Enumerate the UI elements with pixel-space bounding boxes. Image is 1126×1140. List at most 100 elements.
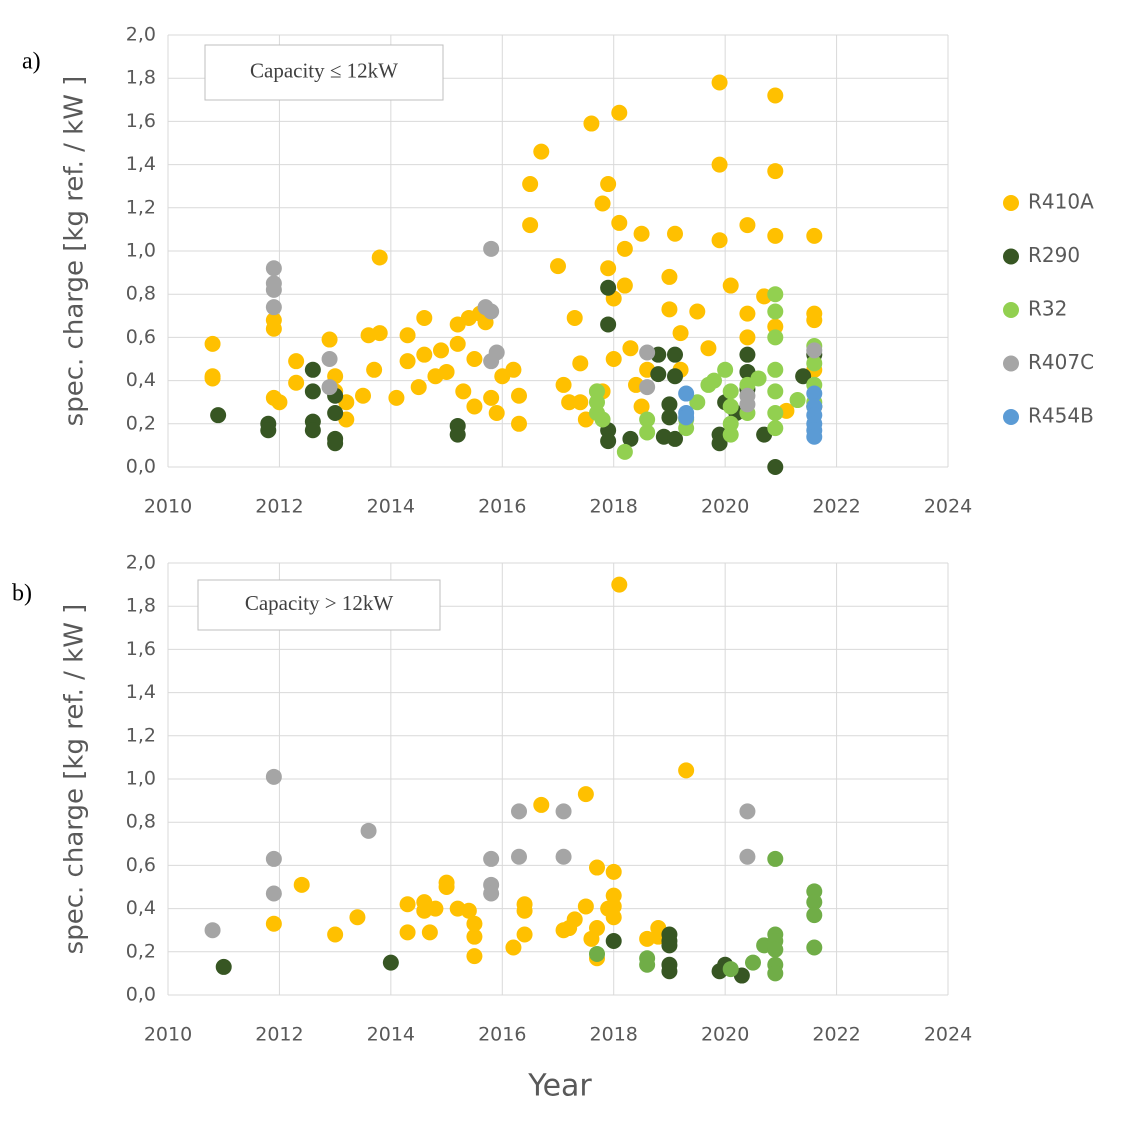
point [589,920,605,937]
point [806,385,823,402]
point [533,796,550,813]
point [667,368,683,385]
point [672,325,689,342]
legend-marker [1003,195,1019,211]
point [550,258,566,275]
panel-label: a) [22,49,41,75]
point [639,411,656,428]
point [204,335,221,352]
point [522,176,539,193]
point [739,346,756,363]
x-tick-label: 2014 [367,1024,415,1046]
point [410,379,427,396]
point [265,885,282,902]
point [767,163,784,180]
point [388,389,405,406]
point [421,924,438,941]
point [288,353,305,370]
x-tick-label: 2018 [590,496,638,518]
point [739,848,756,865]
point [633,398,650,415]
point [611,214,628,231]
y-tick-label: 1,8 [126,595,156,617]
point [321,351,338,367]
point [739,217,756,234]
x-tick-label: 2012 [255,496,303,518]
point [483,850,500,867]
point [516,902,533,919]
point [650,366,667,383]
point [616,443,633,460]
panel-label: b) [12,581,32,607]
point [767,303,784,320]
point [271,394,288,411]
point [511,415,527,432]
point [321,379,338,396]
point [689,303,706,320]
y-tick-label: 1,0 [126,240,156,262]
legend-marker [1003,409,1019,425]
point [265,260,282,277]
y-tick-label: 1,2 [126,724,156,746]
y-tick-label: 2,0 [126,24,156,46]
point [327,435,344,452]
point [204,370,221,387]
y-tick-label: 0,0 [126,984,156,1006]
point [355,387,371,404]
point [265,320,282,337]
point [516,926,533,943]
point [700,340,717,357]
point [433,342,449,359]
point [622,340,639,357]
point [806,312,823,329]
point [806,939,823,956]
point [661,409,678,426]
annotation: Capacity > 12kW [245,591,393,615]
point [795,368,812,385]
legend-label: R32 [1028,297,1067,321]
point [722,426,739,443]
point [639,344,656,361]
y-tick-label: 0,6 [126,854,156,876]
annotation: Capacity ≤ 12kW [250,58,398,82]
y-tick-label: 0,2 [126,940,156,962]
point [739,305,756,322]
point [466,398,483,415]
point [304,361,321,378]
point [745,954,761,971]
point [260,422,277,439]
y-tick-label: 1,4 [126,153,156,175]
point [622,430,639,447]
point [466,928,483,945]
point [566,309,583,326]
point [600,176,617,193]
point [561,394,578,411]
point [767,420,784,437]
point [639,424,656,441]
point [583,115,600,132]
point [488,344,505,361]
point [767,459,784,475]
point [265,299,282,316]
point [661,937,678,954]
point [767,361,784,378]
point [349,909,366,926]
y-tick-label: 1,6 [126,110,156,132]
point [438,363,455,380]
legend-label: R290 [1028,243,1080,267]
point [399,327,416,344]
point [605,909,622,926]
point [789,392,806,409]
y-tick-label: 0,4 [126,369,156,391]
point [511,848,527,865]
point [605,351,622,367]
point [739,329,756,346]
point [511,387,527,404]
point [806,355,823,372]
point [327,926,344,943]
point [204,922,221,939]
point [449,426,466,443]
x-tick-label: 2010 [144,496,192,518]
point [483,240,500,257]
